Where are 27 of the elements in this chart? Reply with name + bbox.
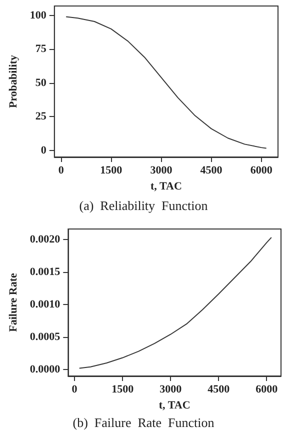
x-tick-label: 1500 — [100, 164, 123, 176]
x-tick-label: 0 — [72, 384, 78, 396]
y-tick-label: 0.0000 — [30, 363, 61, 376]
x-tick-label: 3000 — [150, 164, 173, 176]
y-tick-label: 100 — [30, 9, 47, 22]
x-axis-title: t, TAC — [158, 399, 190, 412]
y-tick-label: 50 — [35, 76, 47, 89]
y-tick-label: 0.0015 — [30, 266, 61, 278]
y-tick-label: 0.0005 — [30, 330, 61, 343]
y-axis-title: Probability — [8, 54, 20, 108]
y-tick-label: 75 — [35, 43, 47, 56]
line-series — [66, 16, 267, 149]
text: (b) Failure Rate Function — [72, 415, 215, 430]
y-tick-label: 0.0010 — [30, 298, 61, 310]
y-tick-label: 0.0020 — [30, 233, 61, 246]
x-axis-title: t, TAC — [150, 180, 182, 192]
x-tick-label: 4500 — [200, 164, 223, 176]
y-axis-title: Failure Rate — [8, 273, 20, 332]
line-series — [78, 236, 272, 369]
x-tick-label: 3000 — [160, 384, 182, 396]
x-tick-label: 6000 — [250, 164, 273, 176]
text: (a) Reliability Function — [79, 198, 208, 213]
y-tick-label: 25 — [35, 110, 47, 123]
x-tick-label: 6000 — [256, 384, 278, 396]
x-tick-label: 1500 — [112, 384, 134, 396]
x-tick-label: 4500 — [208, 384, 230, 396]
y-tick-label: 0 — [40, 144, 47, 156]
